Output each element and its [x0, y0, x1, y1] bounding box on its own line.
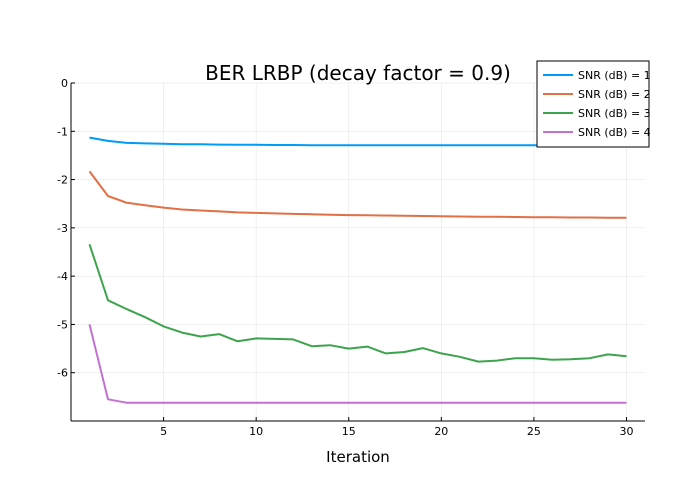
y-tick-label: -6: [57, 367, 68, 380]
x-tick-label: 20: [434, 425, 448, 438]
x-axis-title: Iteration: [326, 448, 390, 466]
x-tick-label: 25: [527, 425, 541, 438]
axes: [70, 83, 645, 422]
chart-title: BER LRBP (decay factor = 0.9): [205, 61, 511, 85]
series-line-snr-2: [88, 170, 627, 219]
series-line-snr-4: [88, 324, 627, 404]
legend: SNR (dB) = 1 SNR (dB) = 2 SNR (dB) = 3 SNR …: [536, 60, 651, 148]
y-tick-label: -1: [57, 125, 68, 138]
y-tick-label: -2: [57, 174, 68, 187]
legend-label-snr-1: SNR (dB) = 1: [578, 69, 651, 82]
legend-label-snr-4: SNR (dB) = 4: [578, 126, 651, 139]
x-tick-label: 30: [619, 425, 633, 438]
y-tick-label: -4: [57, 270, 68, 283]
legend-label-snr-3: SNR (dB) = 3: [578, 107, 651, 120]
y-tick-label: -3: [57, 222, 68, 235]
legend-label-snr-2: SNR (dB) = 2: [578, 88, 651, 101]
y-tick-label: -5: [57, 318, 68, 331]
series-line-snr-3: [88, 243, 627, 363]
x-tick-label: 10: [249, 425, 263, 438]
tick-labels: 5 10 15 20 25 30 0 -1 -2 -3 -4 -5 -6: [57, 77, 633, 438]
y-tick-label: 0: [61, 77, 68, 90]
x-tick-label: 5: [160, 425, 167, 438]
x-tick-label: 15: [342, 425, 356, 438]
